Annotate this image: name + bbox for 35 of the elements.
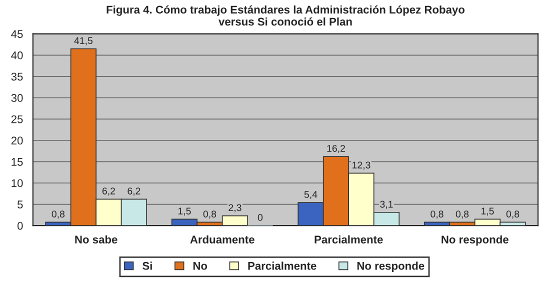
y-tick-label: 30 xyxy=(11,94,23,102)
y-tick-label: 0 xyxy=(17,222,23,230)
y-tick-label: 20 xyxy=(11,136,23,145)
y-tick-label: 15 xyxy=(12,158,23,166)
y-tick-label: 10 xyxy=(12,179,23,188)
x-tick-label: Arduamente xyxy=(190,235,254,244)
y-tick-label: 40 xyxy=(11,51,23,60)
data-label: 3,1 xyxy=(380,200,393,209)
data-label: 16,2 xyxy=(327,144,345,154)
y-tick-label: 25 xyxy=(11,115,23,124)
x-tick-label: No sabe xyxy=(75,235,118,244)
y-tick-label: 45 xyxy=(11,30,23,38)
data-label: 0,8 xyxy=(52,210,65,219)
data-label: 0,8 xyxy=(456,210,469,219)
data-label: 0,8 xyxy=(203,210,216,219)
data-label: 0,8 xyxy=(506,210,520,219)
legend-label: No responde xyxy=(357,262,424,272)
legend-label: Si xyxy=(142,262,152,270)
x-tick-label: Parcialmente xyxy=(314,235,383,244)
x-tick-label: No responde xyxy=(442,235,508,246)
legend-label: Parcialmente xyxy=(248,262,316,270)
chart-title: Figura 4. Cómo trabajo Estándares la Administración López Robayo versus Si conoció el Plan xyxy=(106,5,465,26)
legend-label: No xyxy=(193,262,208,270)
data-label: 6,2 xyxy=(102,188,115,196)
data-label: 6,2 xyxy=(128,188,140,196)
data-label: 5,4 xyxy=(304,191,318,200)
data-label: 1,5 xyxy=(481,208,494,216)
data-label: 12,3 xyxy=(352,162,370,170)
y-tick-label: 35 xyxy=(11,72,23,81)
data-label: 2,3 xyxy=(228,204,242,212)
data-label: 41,5 xyxy=(74,37,92,46)
data-label: 0 xyxy=(258,214,263,221)
data-label: 1,5 xyxy=(178,208,191,216)
y-tick-label: 5 xyxy=(17,200,23,208)
data-label: 0,8 xyxy=(430,210,444,219)
